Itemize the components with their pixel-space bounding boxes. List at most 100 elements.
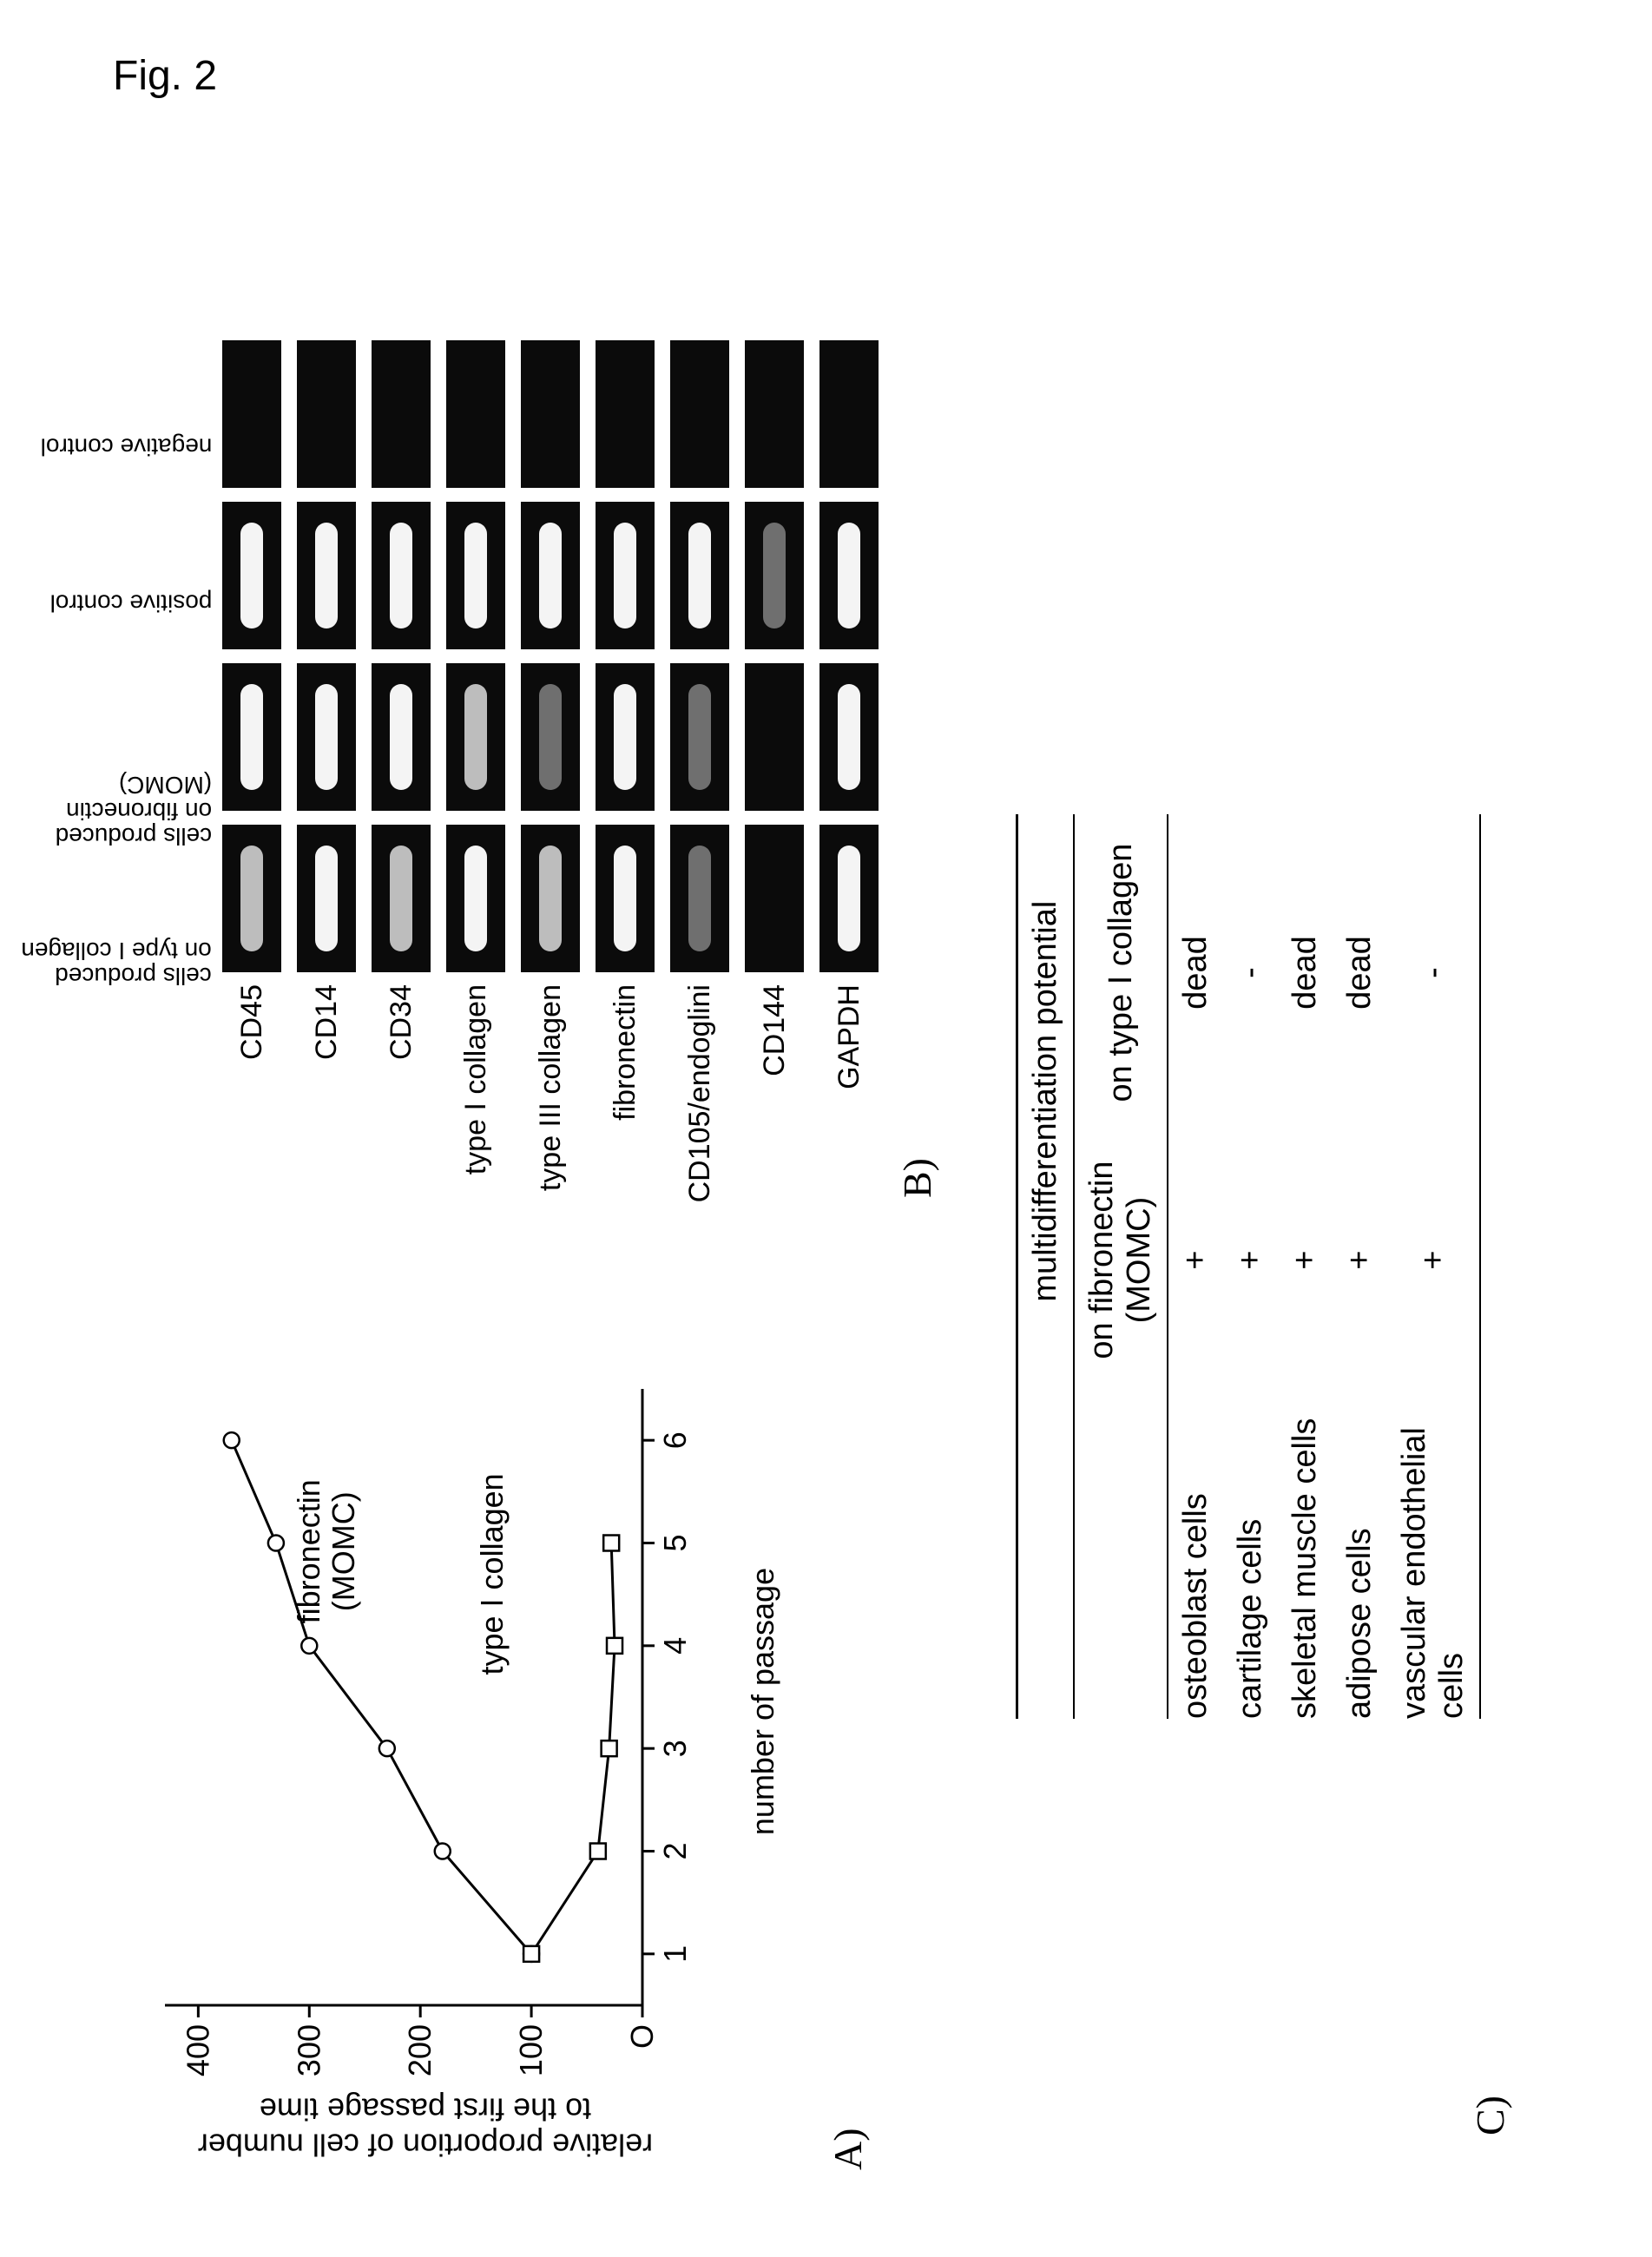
chart-svg: O100200300400123456 bbox=[148, 1372, 703, 2031]
gel-lane bbox=[745, 825, 804, 972]
gel-band bbox=[464, 523, 487, 628]
gel-band bbox=[763, 523, 786, 628]
panel-c: multidifferentiation potentialon fibrone… bbox=[1016, 417, 1481, 1719]
panel-b: cells produced on type I collagencells p… bbox=[113, 200, 981, 1198]
gel-lane bbox=[446, 502, 505, 649]
y-tick-label: 200 bbox=[402, 2024, 438, 2076]
series-label: fibronectin (MOMC) bbox=[292, 1479, 360, 1623]
gel-lane bbox=[596, 825, 655, 972]
gel-column-header: negative control bbox=[40, 434, 212, 459]
gel-lane bbox=[670, 340, 729, 488]
x-tick-label: 5 bbox=[657, 1534, 693, 1551]
gel-lane bbox=[446, 663, 505, 811]
gel-lane bbox=[446, 340, 505, 488]
gel-band bbox=[240, 523, 263, 628]
gel-band bbox=[614, 684, 636, 790]
diff-table-cell: + bbox=[1387, 1132, 1480, 1389]
diff-table-cell: + bbox=[1223, 1132, 1278, 1389]
gel-row-label: fibronectin bbox=[609, 984, 642, 1121]
gel-band bbox=[838, 523, 860, 628]
diff-table: multidifferentiation potentialon fibrone… bbox=[1016, 814, 1481, 1719]
gel-lane bbox=[819, 663, 879, 811]
y-tick-label: 300 bbox=[291, 2024, 326, 2076]
diff-table-cell: + bbox=[1278, 1132, 1333, 1389]
panel-b-label: B) bbox=[894, 1158, 940, 1198]
x-tick-label: 4 bbox=[657, 1637, 693, 1655]
figure-label: Fig. 2 bbox=[113, 52, 217, 100]
gel-row: CD34 bbox=[366, 326, 436, 972]
gel-lane bbox=[745, 663, 804, 811]
gel-lane bbox=[521, 663, 580, 811]
gel-band bbox=[838, 684, 860, 790]
gel-column-header: cells produced on type I collagen bbox=[22, 938, 213, 989]
gel-band bbox=[688, 523, 711, 628]
panel-c-label: C) bbox=[1467, 2096, 1513, 2135]
gel-lane bbox=[670, 663, 729, 811]
gel-band bbox=[539, 523, 562, 628]
gel-lane bbox=[521, 502, 580, 649]
chart-y-label: relative proportion of cell number to th… bbox=[198, 2091, 653, 2163]
gel-lane bbox=[222, 502, 281, 649]
diff-table-cell: dead bbox=[1278, 814, 1333, 1132]
gel-band bbox=[688, 846, 711, 951]
panel-a: relative proportion of cell number to th… bbox=[113, 1259, 894, 2170]
gel-row: type I collagen bbox=[441, 326, 510, 972]
x-tick-label: 2 bbox=[657, 1842, 693, 1859]
gel-row-label: CD105/endoglini bbox=[683, 984, 717, 1202]
gel-lane bbox=[745, 502, 804, 649]
gel-lane bbox=[819, 340, 879, 488]
gel-band bbox=[390, 684, 412, 790]
gel-band bbox=[315, 523, 338, 628]
gel-lane bbox=[670, 825, 729, 972]
gel-body: CD45CD14CD34type I collagentype III coll… bbox=[217, 326, 889, 972]
gel-band bbox=[838, 846, 860, 951]
gel-band bbox=[464, 846, 487, 951]
gel-lane bbox=[521, 825, 580, 972]
diff-table-cell: + bbox=[1168, 1132, 1223, 1389]
diff-table-row-header: adipose cells bbox=[1333, 1389, 1387, 1719]
gel-lane bbox=[670, 502, 729, 649]
diff-table-col-header: on fibronectin (MOMC) bbox=[1074, 1132, 1168, 1389]
gel-row: CD14 bbox=[292, 326, 361, 972]
gel-band bbox=[315, 684, 338, 790]
gel-band bbox=[539, 846, 562, 951]
gel-band bbox=[315, 846, 338, 951]
diff-table-row-header: vascular endothelial cells bbox=[1387, 1389, 1480, 1719]
gel-band bbox=[390, 523, 412, 628]
gel-band bbox=[539, 684, 562, 790]
gel-band bbox=[464, 684, 487, 790]
gel-lane bbox=[446, 825, 505, 972]
gel-band bbox=[240, 684, 263, 790]
y-tick-label: 100 bbox=[513, 2024, 549, 2076]
gel-band bbox=[614, 523, 636, 628]
series-label: type I collagen bbox=[475, 1473, 510, 1675]
gel-band bbox=[614, 846, 636, 951]
gel-band bbox=[390, 846, 412, 951]
gel-lane bbox=[372, 825, 431, 972]
gel-row-label: CD14 bbox=[310, 984, 344, 1060]
diff-table-col-header: on type I collagen bbox=[1074, 814, 1168, 1132]
gel-row: CD45 bbox=[217, 326, 286, 972]
gel-lane bbox=[222, 340, 281, 488]
diff-table-cell: - bbox=[1223, 814, 1278, 1132]
gel-lane bbox=[596, 340, 655, 488]
gel-row-label: CD45 bbox=[235, 984, 269, 1060]
gel-lane bbox=[819, 825, 879, 972]
diff-table-row-header: skeletal muscle cells bbox=[1278, 1389, 1333, 1719]
gel-column-header: positive control bbox=[49, 590, 212, 615]
diff-table-title: multidifferentiation potential bbox=[1017, 814, 1075, 1389]
gel-lane bbox=[297, 825, 356, 972]
gel-column-header: cells produced on fibronectin (MOMC) bbox=[55, 773, 212, 849]
diff-table-cell: + bbox=[1333, 1132, 1387, 1389]
diff-table-cell: dead bbox=[1333, 814, 1387, 1132]
gel-lane bbox=[222, 663, 281, 811]
gel-row: CD144 bbox=[740, 326, 809, 972]
diff-table-row-header: osteoblast cells bbox=[1168, 1389, 1223, 1719]
gel-row: fibronectin bbox=[590, 326, 660, 972]
rotated-figure-group: relative proportion of cell number to th… bbox=[113, 174, 1502, 2170]
gel-lane bbox=[596, 502, 655, 649]
gel-row-label: CD144 bbox=[758, 984, 792, 1076]
gel-row: type III collagen bbox=[516, 326, 585, 972]
y-tick-label: O bbox=[624, 2024, 660, 2049]
diff-table-cell: - bbox=[1387, 814, 1480, 1132]
